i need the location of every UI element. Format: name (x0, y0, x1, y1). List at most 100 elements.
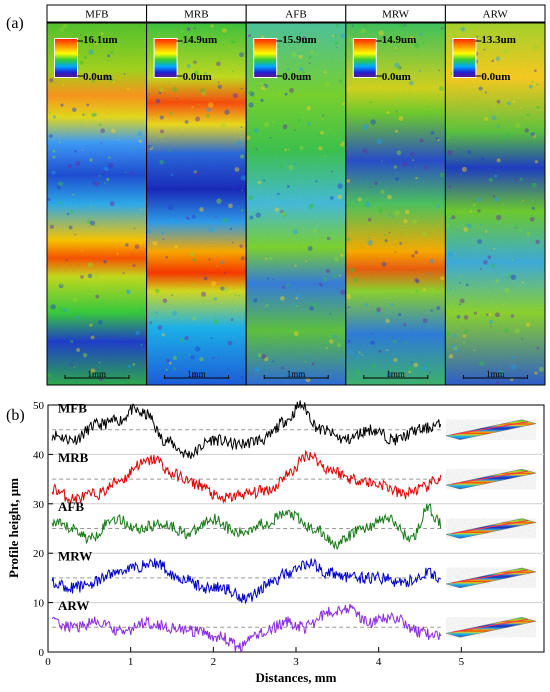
texture-speck (340, 33, 346, 39)
texture-speck (532, 45, 538, 51)
texture-speck (522, 42, 525, 44)
texture-speck (398, 116, 404, 121)
texture-speck (510, 364, 517, 370)
texture-speck (341, 358, 345, 362)
texture-speck (424, 165, 428, 170)
texture-speck (329, 195, 334, 200)
texture-speck (440, 276, 445, 281)
texture-speck (494, 174, 498, 178)
texture-speck (74, 233, 77, 236)
texture-speck (302, 70, 306, 74)
texture-speck (497, 369, 502, 374)
texture-speck (188, 48, 191, 50)
texture-speck (491, 115, 497, 121)
texture-speck (72, 193, 75, 196)
texture-speck (95, 294, 100, 299)
texture-speck (463, 227, 469, 232)
texture-speck (128, 292, 132, 296)
texture-speck (89, 158, 93, 162)
texture-speck (234, 293, 237, 296)
texture-speck (299, 67, 304, 72)
texture-speck (261, 85, 267, 91)
x-tick-label: 3 (293, 656, 299, 668)
texture-speck (494, 62, 497, 65)
texture-speck (338, 274, 341, 277)
texture-speck (387, 194, 392, 200)
texture-speck (315, 180, 318, 183)
texture-speck (87, 219, 92, 225)
texture-speck (170, 173, 174, 177)
texture-speck (198, 325, 202, 329)
texture-speck (397, 65, 402, 70)
texture-speck (167, 204, 174, 211)
texture-speck (68, 225, 73, 230)
texture-speck (220, 260, 224, 265)
scale-bar-label: 1mm (386, 369, 405, 379)
texture-speck (456, 148, 458, 150)
height-map (345, 23, 446, 385)
texture-speck (192, 283, 196, 286)
texture-speck (90, 332, 94, 336)
texture-speck (526, 113, 529, 117)
texture-speck (507, 273, 513, 279)
texture-speck (483, 260, 488, 265)
texture-speck (386, 371, 393, 378)
texture-speck (495, 214, 502, 221)
texture-speck (449, 287, 452, 290)
texture-speck (393, 165, 398, 169)
texture-speck (528, 84, 533, 89)
texture-speck (191, 106, 194, 109)
texture-speck (214, 316, 217, 319)
thumbnail-profile-line (451, 520, 529, 534)
texture-speck (402, 161, 408, 167)
texture-speck (138, 139, 142, 143)
texture-speck (210, 24, 214, 28)
texture-speck (532, 133, 537, 138)
map-texture (345, 23, 445, 384)
thumbnail-profile-line (451, 470, 529, 485)
texture-speck (76, 381, 78, 384)
texture-speck (255, 212, 261, 218)
texture-speck (269, 137, 272, 139)
texture-speck (98, 361, 101, 364)
texture-speck (264, 356, 269, 362)
texture-speck (248, 195, 254, 200)
texture-speck (448, 354, 454, 359)
texture-speck (272, 360, 275, 363)
texture-speck (215, 216, 217, 218)
texture-speck (480, 223, 482, 226)
texture-speck (370, 119, 376, 125)
texture-speck (47, 373, 52, 378)
texture-speck (458, 281, 461, 284)
texture-speck (486, 313, 489, 316)
texture-speck (513, 202, 516, 205)
texture-speck (436, 204, 440, 208)
texture-speck (437, 138, 440, 142)
texture-speck (159, 115, 164, 120)
texture-speck (422, 231, 427, 237)
texture-speck (386, 349, 388, 352)
series-line-mrw (51, 558, 442, 605)
texture-speck (282, 212, 287, 217)
colorbar-max-label: 16.1um (83, 34, 118, 46)
texture-speck (427, 272, 431, 275)
texture-speck (488, 177, 494, 183)
texture-speck (210, 336, 213, 339)
texture-speck (348, 50, 351, 52)
texture-speck (265, 306, 267, 308)
texture-speck (186, 27, 191, 32)
texture-speck (324, 81, 331, 87)
texture-speck (510, 274, 517, 281)
texture-speck (240, 175, 247, 181)
texture-speck (323, 276, 328, 282)
texture-speck (420, 94, 424, 98)
texture-speck (130, 171, 134, 175)
texture-speck (462, 334, 467, 338)
texture-speck (388, 231, 391, 234)
texture-speck (280, 211, 286, 216)
height-map (146, 23, 247, 385)
texture-speck (100, 142, 103, 145)
texture-speck (421, 215, 423, 217)
texture-speck (222, 32, 226, 36)
texture-speck (158, 134, 162, 138)
